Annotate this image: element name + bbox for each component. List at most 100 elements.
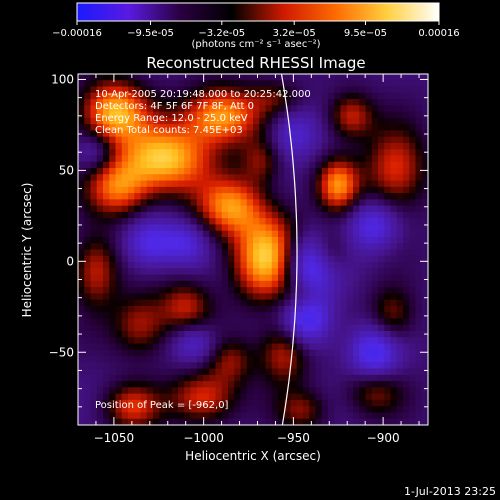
- heatmap-cell: [353, 80, 360, 88]
- heatmap-cell: [171, 236, 179, 244]
- heatmap-cell: [359, 111, 367, 119]
- heatmap-cell: [353, 168, 360, 175]
- heatmap-cell: [378, 406, 385, 414]
- heatmap-cell: [121, 255, 129, 263]
- heatmap-cell: [378, 218, 385, 226]
- heatmap-cell: [409, 186, 417, 194]
- heatmap-cell: [409, 161, 417, 169]
- heatmap-cell: [365, 368, 373, 376]
- heatmap-cell: [171, 99, 179, 106]
- heatmap-cell: [359, 318, 367, 326]
- heatmap-cell: [196, 324, 204, 332]
- colorbar-tick-label: −3.2e-05: [198, 28, 245, 39]
- heatmap-cell: [271, 274, 279, 282]
- heatmap-cell: [390, 105, 398, 113]
- heatmap-cell: [115, 393, 123, 401]
- heatmap-cell: [96, 393, 104, 401]
- heatmap-cell: [421, 418, 428, 425]
- heatmap-cell: [290, 155, 298, 163]
- heatmap-cell: [221, 174, 229, 182]
- heatmap-cell: [209, 136, 217, 144]
- heatmap-cell: [121, 186, 129, 194]
- heatmap-cell: [134, 387, 142, 395]
- heatmap-cell: [259, 255, 267, 263]
- heatmap-cell: [284, 287, 292, 294]
- heatmap-cell: [103, 149, 110, 157]
- heatmap-cell: [371, 349, 379, 357]
- heatmap-cell: [196, 243, 204, 251]
- heatmap-cell: [203, 374, 210, 382]
- heatmap-cell: [184, 299, 192, 307]
- heatmap-cell: [103, 293, 110, 301]
- heatmap-cell: [303, 330, 310, 338]
- heatmap-cell: [103, 111, 110, 119]
- heatmap-cell: [240, 274, 248, 282]
- heatmap-cell: [278, 161, 285, 169]
- heatmap-cell: [184, 161, 192, 169]
- heatmap-cell: [315, 381, 323, 388]
- heatmap-cell: [178, 224, 185, 232]
- heatmap-cell: [146, 199, 154, 207]
- heatmap-cell: [165, 318, 173, 326]
- heatmap-cell: [146, 293, 154, 301]
- heatmap-cell: [278, 236, 285, 244]
- heatmap-cell: [340, 117, 348, 125]
- heatmap-cell: [203, 343, 210, 351]
- heatmap-cell: [384, 330, 392, 338]
- heatmap-cell: [165, 349, 173, 357]
- heatmap-cell: [203, 356, 210, 363]
- heatmap-cell: [190, 374, 198, 382]
- heatmap-cell: [84, 262, 92, 269]
- heatmap-cell: [315, 174, 323, 182]
- heatmap-cell: [371, 381, 379, 388]
- heatmap-cell: [221, 299, 229, 307]
- heatmap-cell: [171, 124, 179, 132]
- heatmap-cell: [390, 218, 398, 226]
- heatmap-cell: [165, 399, 173, 407]
- heatmap-cell: [134, 393, 142, 401]
- heatmap-cell: [246, 368, 254, 376]
- heatmap-cell: [190, 393, 198, 401]
- heatmap-cell: [221, 381, 229, 388]
- heatmap-cell: [90, 274, 98, 282]
- heatmap-cell: [84, 393, 92, 401]
- heatmap-cell: [115, 80, 123, 88]
- heatmap-cell: [253, 161, 260, 169]
- heatmap-cell: [253, 124, 260, 132]
- heatmap-cell: [109, 268, 117, 276]
- heatmap-cell: [359, 92, 367, 100]
- heatmap-cell: [196, 374, 204, 382]
- heatmap-cell: [103, 74, 110, 81]
- heatmap-cell: [396, 381, 404, 388]
- heatmap-cell: [390, 99, 398, 106]
- heatmap-cell: [140, 105, 148, 113]
- heatmap-cell: [315, 274, 323, 282]
- heatmap-cell: [409, 124, 417, 132]
- heatmap-cell: [215, 149, 223, 157]
- heatmap-cell: [246, 418, 254, 425]
- heatmap-cell: [265, 224, 273, 232]
- heatmap-cell: [90, 262, 98, 269]
- heatmap-cell: [328, 268, 335, 276]
- heatmap-cell: [153, 249, 160, 257]
- heatmap-cell: [409, 274, 417, 282]
- heatmap-cell: [421, 168, 428, 175]
- heatmap-cell: [153, 193, 160, 200]
- heatmap-cell: [153, 293, 160, 301]
- heatmap-cell: [328, 274, 335, 282]
- heatmap-cell: [103, 142, 110, 150]
- heatmap-cell: [215, 117, 223, 125]
- heatmap-cell: [240, 80, 248, 88]
- heatmap-cell: [221, 205, 229, 213]
- heatmap-cell: [365, 168, 373, 175]
- heatmap-cell: [321, 105, 329, 113]
- heatmap-cell: [96, 412, 104, 420]
- heatmap-cell: [121, 224, 129, 232]
- heatmap-cell: [353, 174, 360, 182]
- heatmap-cell: [359, 236, 367, 244]
- heatmap-cell: [209, 293, 217, 301]
- heatmap-cell: [178, 168, 185, 175]
- heatmap-cell: [196, 218, 204, 226]
- heatmap-cell: [359, 105, 367, 113]
- heatmap-cell: [384, 186, 392, 194]
